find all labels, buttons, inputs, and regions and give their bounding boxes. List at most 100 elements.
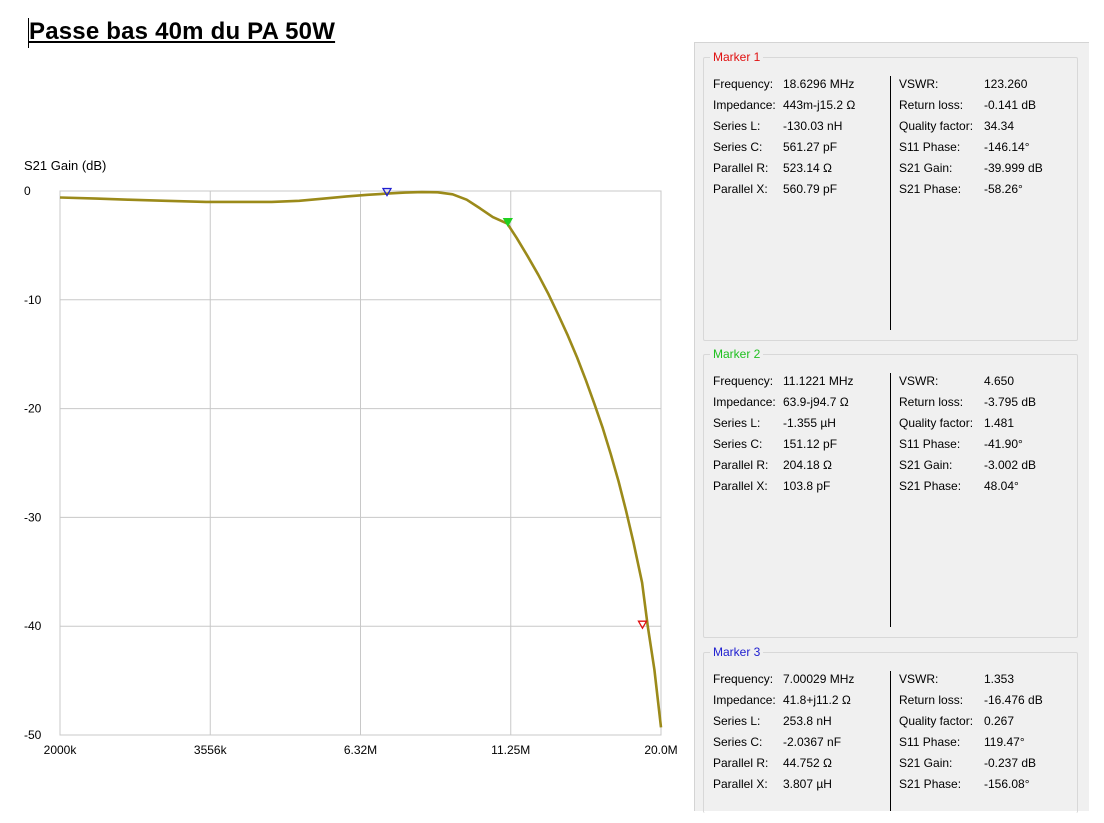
- field-label: Frequency:: [713, 672, 774, 686]
- field-label: S21 Phase:: [899, 182, 962, 196]
- field-value: -58.26°: [984, 182, 1023, 196]
- field-value: 119.47°: [984, 735, 1025, 749]
- x-tick-label: 6.32M: [344, 743, 377, 757]
- field-value: 1.353: [984, 672, 1015, 686]
- field-label: VSWR:: [899, 374, 939, 388]
- field-label: Parallel X:: [713, 479, 768, 493]
- field-label: VSWR:: [899, 672, 939, 686]
- field-label: S21 Phase:: [899, 777, 962, 791]
- field-value: -16.476 dB: [984, 693, 1043, 707]
- title-cursor-line: [28, 18, 29, 48]
- marker-panel: Marker 1 Frequency: 18.6296 MHz Impedance: 4…: [694, 42, 1089, 813]
- field-value: 34.34: [984, 119, 1015, 133]
- field-value: 18.6296 MHz: [783, 77, 855, 91]
- field-value: 561.27 pF: [783, 140, 838, 154]
- field-value: 204.18 Ω: [783, 458, 833, 472]
- field-label: Series C:: [713, 140, 763, 154]
- field-label: Quality factor:: [899, 416, 974, 430]
- y-axis-label: S21 Gain (dB): [24, 158, 107, 173]
- y-tick-label: -10: [24, 293, 42, 307]
- marker-triangle: [502, 218, 513, 227]
- marker-title: Marker 3: [710, 645, 764, 659]
- marker-box: Marker 3 Frequency: 7.00029 MHz Impedance: 4…: [703, 645, 1078, 813]
- x-tick-label: 2000k: [44, 743, 78, 757]
- field-value: 4.650: [984, 374, 1015, 388]
- x-tick-labels: 2000k 3556k 6.32M 11.25M 20.0M: [44, 743, 678, 757]
- x-tick-label: 20.0M: [644, 743, 677, 757]
- field-label: S11 Phase:: [899, 437, 961, 451]
- plot-frame: [59, 190, 662, 736]
- field-label: S21 Gain:: [899, 458, 953, 472]
- field-label: S21 Phase:: [899, 479, 962, 493]
- field-label: Series L:: [713, 119, 761, 133]
- s21-gain-chart[interactable]: 0-10-20-30-40-50 2000k 3556k 6.32M 11.25M 20…: [0, 0, 690, 770]
- field-value: -1.355 µH: [783, 416, 836, 430]
- y-tick-labels: 0 -10 -20 -30 -40 -50: [24, 184, 42, 742]
- field-label: Series L:: [713, 714, 761, 728]
- marker-box: Marker 2 Frequency: 11.1221 MHz Impedance: 6…: [703, 347, 1078, 638]
- y-tick-label: -40: [24, 619, 42, 633]
- field-value: 44.752 Ω: [783, 756, 833, 770]
- field-label: S21 Gain:: [899, 756, 953, 770]
- field-label: Quality factor:: [899, 714, 974, 728]
- field-label: VSWR:: [899, 77, 939, 91]
- chart-markers: [381, 187, 648, 630]
- field-value: -39.999 dB: [984, 161, 1043, 175]
- marker-divider: [890, 671, 891, 811]
- field-label: Series L:: [713, 416, 761, 430]
- field-label: Parallel X:: [713, 182, 768, 196]
- y-tick-label: -50: [24, 728, 42, 742]
- field-value: -41.90°: [984, 437, 1023, 451]
- field-value: -130.03 nH: [783, 119, 843, 133]
- field-label: Return loss:: [899, 395, 964, 409]
- field-label: Series C:: [713, 735, 763, 749]
- field-value: 41.8+j11.2 Ω: [783, 693, 851, 707]
- field-value: -0.237 dB: [984, 756, 1037, 770]
- field-value: 443m-j15.2 Ω: [783, 98, 856, 112]
- field-label: S11 Phase:: [899, 735, 961, 749]
- field-value: -2.0367 nF: [783, 735, 842, 749]
- field-value: 7.00029 MHz: [783, 672, 855, 686]
- field-label: S11 Phase:: [899, 140, 961, 154]
- marker-box: Marker 1 Frequency: 18.6296 MHz Impedance: 4…: [703, 50, 1078, 341]
- marker-divider: [890, 76, 891, 330]
- field-label: Series C:: [713, 437, 763, 451]
- field-value: 253.8 nH: [783, 714, 832, 728]
- s21-gain-line: [59, 190, 663, 728]
- field-value: 1.481: [984, 416, 1015, 430]
- field-value: -0.141 dB: [984, 98, 1037, 112]
- field-value: 3.807 µH: [783, 777, 832, 791]
- x-tick-label: 11.25M: [491, 743, 530, 757]
- field-value: 103.8 pF: [783, 479, 831, 493]
- chart-series: [59, 190, 663, 728]
- field-label: Return loss:: [899, 693, 964, 707]
- field-label: Parallel R:: [713, 161, 769, 175]
- field-value: 151.12 pF: [783, 437, 838, 451]
- field-label: Quality factor:: [899, 119, 974, 133]
- marker-triangle: [381, 187, 393, 197]
- field-value: -3.002 dB: [984, 458, 1037, 472]
- field-label: Parallel R:: [713, 756, 769, 770]
- field-value: 11.1221 MHz: [783, 374, 854, 388]
- field-label: Parallel R:: [713, 458, 769, 472]
- field-label: Parallel X:: [713, 777, 768, 791]
- field-value: 523.14 Ω: [783, 161, 833, 175]
- field-value: -146.14°: [984, 140, 1030, 154]
- field-value: -156.08°: [984, 777, 1030, 791]
- y-tick-label: 0: [24, 184, 31, 198]
- field-value: 123.260: [984, 77, 1028, 91]
- field-label: Impedance:: [713, 395, 776, 409]
- field-value: 0.267: [984, 714, 1015, 728]
- field-value: 48.04°: [984, 479, 1019, 493]
- field-label: Frequency:: [713, 77, 774, 91]
- field-label: Frequency:: [713, 374, 774, 388]
- marker-title: Marker 2: [710, 347, 764, 361]
- marker-triangle: [637, 620, 648, 630]
- field-value: 63.9-j94.7 Ω: [783, 395, 849, 409]
- y-tick-label: -30: [24, 510, 42, 524]
- x-tick-label: 3556k: [194, 743, 228, 757]
- field-label: Impedance:: [713, 98, 776, 112]
- marker-divider: [890, 373, 891, 627]
- field-label: Impedance:: [713, 693, 776, 707]
- field-label: Return loss:: [899, 98, 964, 112]
